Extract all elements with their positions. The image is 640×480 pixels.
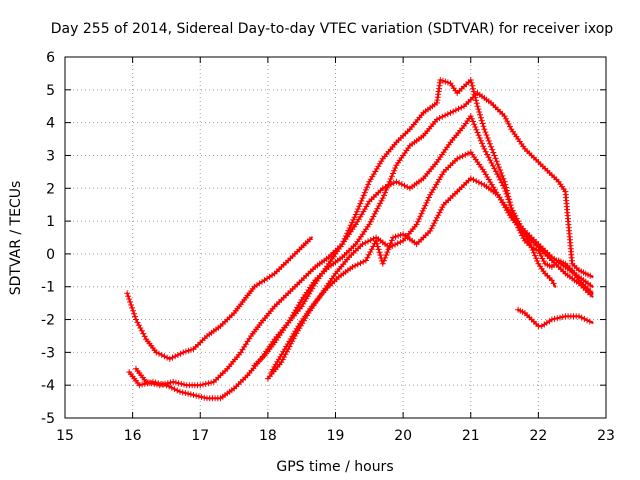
- grid: [65, 57, 606, 418]
- x-tick-label: 22: [529, 428, 547, 444]
- y-tick-label: -3: [41, 345, 55, 361]
- series-markers-track-f: [268, 175, 594, 376]
- x-tick-label: 19: [327, 428, 345, 444]
- series-markers-track-a: [124, 236, 313, 362]
- y-tick-label: -5: [41, 411, 55, 427]
- x-tick-label: 16: [124, 428, 142, 444]
- y-tick-label: 6: [46, 50, 55, 66]
- y-tick-label: -4: [41, 378, 55, 394]
- x-tick-labels: 15 16 17 18 19 20 21 22 23: [56, 428, 615, 444]
- y-tick-label: 0: [46, 247, 55, 263]
- series-markers-track-d: [251, 90, 594, 369]
- axis-ticks: [64, 56, 607, 419]
- x-tick-label: 15: [56, 428, 74, 444]
- x-axis-label: GPS time / hours: [276, 459, 393, 475]
- x-tick-label: 20: [394, 428, 412, 444]
- x-tick-label: 17: [191, 428, 209, 444]
- y-axis-label: SDTVAR / TECUs: [8, 181, 24, 296]
- y-tick-label: -1: [41, 280, 55, 296]
- y-tick-label: 2: [46, 181, 55, 197]
- y-tick-label: 5: [46, 83, 55, 99]
- x-tick-label: 23: [597, 428, 615, 444]
- chart-title: Day 255 of 2014, Sidereal Day-to-day VTE…: [51, 21, 614, 37]
- plus-markers: [124, 77, 594, 402]
- y-tick-label: 1: [46, 214, 55, 230]
- x-tick-label: 18: [259, 428, 277, 444]
- series-markers-track-g: [515, 306, 593, 330]
- y-tick-labels: -5 -4 -3 -2 -1 0 1 2 3 4 5 6: [41, 50, 55, 427]
- y-tick-label: 4: [46, 116, 55, 132]
- series-markers-track-e: [264, 149, 594, 382]
- y-tick-label: -2: [41, 313, 55, 329]
- y-tick-label: 3: [46, 148, 55, 164]
- x-tick-label: 21: [462, 428, 480, 444]
